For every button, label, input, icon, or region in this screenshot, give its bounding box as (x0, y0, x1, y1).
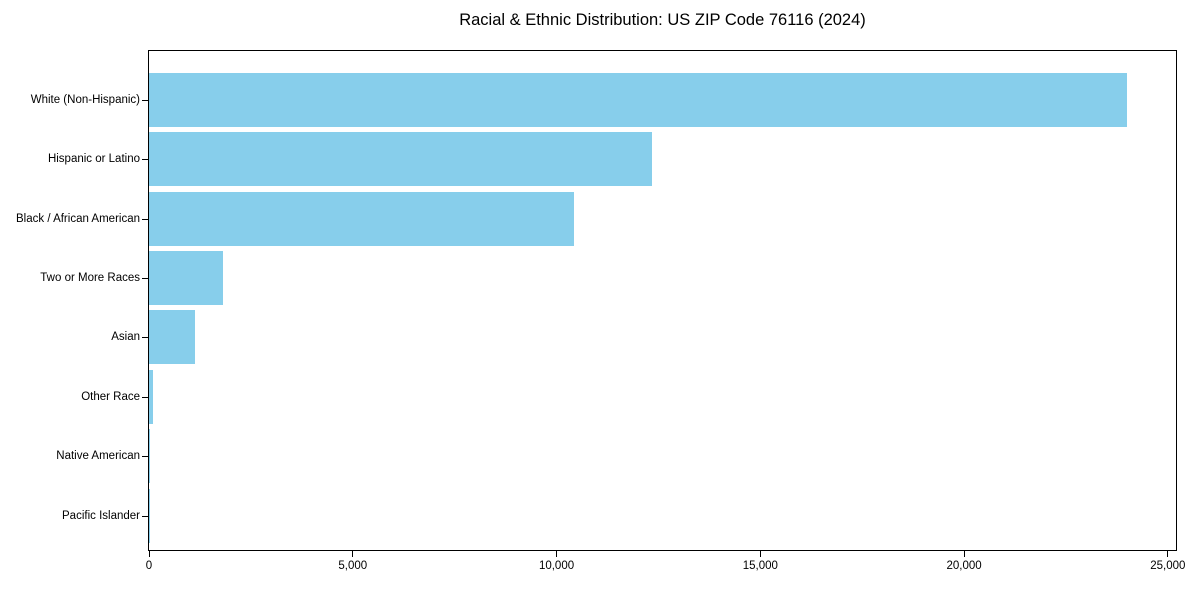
y-tick-label-asian: Asian (111, 331, 140, 344)
y-tick-asian (142, 337, 148, 339)
x-tick-label-25000: 25,000 (1150, 560, 1186, 572)
x-tick-20000 (963, 551, 965, 557)
x-tick-10000 (556, 551, 558, 557)
x-tick-0 (148, 551, 150, 557)
y-tick-white-non-hispanic (142, 99, 148, 101)
x-tick-label-5000: 5,000 (338, 560, 368, 572)
y-tick-two-or-more-races (142, 277, 148, 279)
bar-hispanic-or-latino (149, 132, 653, 187)
x-tick-25000 (1167, 551, 1169, 557)
bar-native-american (149, 429, 151, 484)
y-tick-hispanic-or-latino (142, 159, 148, 161)
x-tick-label-10000: 10,000 (538, 560, 575, 572)
x-tick-label-0: 0 (145, 560, 153, 572)
y-tick-label-two-or-more-races: Two or More Races (40, 271, 140, 284)
x-tick-15000 (759, 551, 761, 557)
bar-two-or-more-races (149, 250, 223, 305)
bar-asian (149, 310, 196, 365)
y-tick-native-american (142, 456, 148, 458)
y-tick-other-race (142, 396, 148, 398)
y-tick-black-african-american (142, 218, 148, 220)
y-tick-label-other-race: Other Race (81, 390, 140, 403)
y-tick-label-white-non-hispanic: White (Non-Hispanic) (30, 93, 140, 106)
y-tick-label-hispanic-or-latino: Hispanic or Latino (47, 153, 140, 166)
bar-other-race (149, 369, 154, 424)
x-tick-label-15000: 15,000 (742, 560, 778, 572)
y-tick-label-pacific-islander: Pacific Islander (62, 509, 140, 522)
chart-title: Racial & Ethnic Distribution: US ZIP Cod… (459, 11, 866, 29)
y-tick-label-native-american: Native American (56, 450, 140, 463)
x-tick-label-20000: 20,000 (946, 560, 982, 572)
x-tick-5000 (352, 551, 354, 557)
plot-area (148, 50, 1177, 551)
bar-white-non-hispanic (149, 72, 1128, 127)
y-tick-label-black-african-american: Black / African American (16, 212, 140, 225)
bar-black-african-american (149, 191, 574, 246)
y-tick-pacific-islander (142, 515, 148, 517)
